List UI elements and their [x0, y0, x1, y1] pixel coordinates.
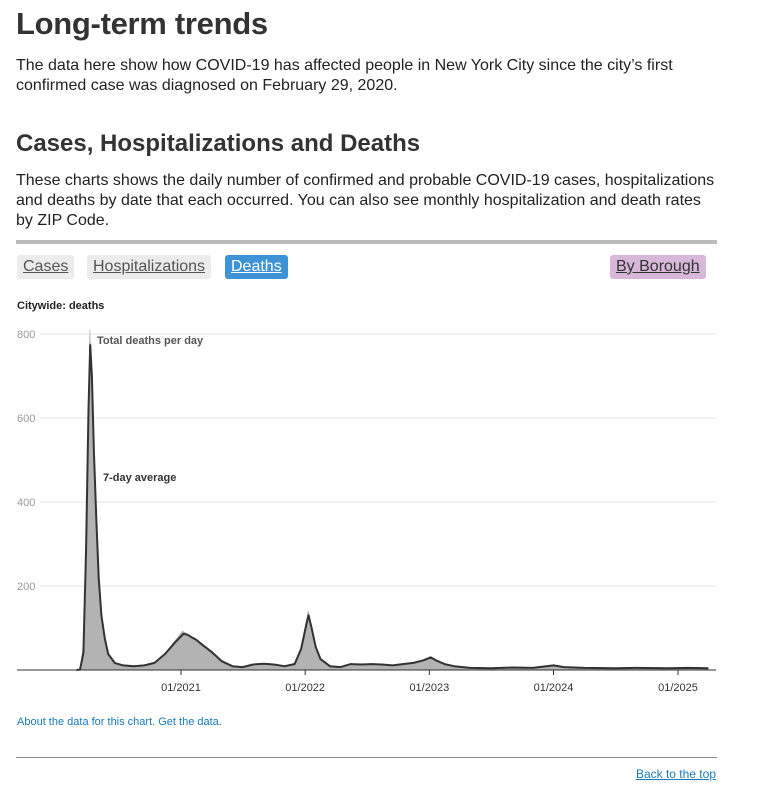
x-tick-label: 01/2023 [409, 682, 449, 694]
intro-text: The data here show how COVID-19 has affe… [16, 57, 673, 94]
section-heading: Cases, Hospitalizations and Deaths [16, 130, 421, 157]
tab-hospitalizations[interactable]: Hospitalizations [87, 255, 212, 279]
y-tick-label: 600 [17, 413, 35, 425]
y-tick-label: 200 [17, 581, 35, 593]
annotation-total-deaths: Total deaths per day [97, 335, 204, 347]
section-description: These charts shows the daily number of c… [16, 172, 715, 229]
page-title: Long-term trends [16, 6, 268, 41]
about-data-link[interactable]: About the data for this chart. Get the d… [17, 716, 222, 728]
x-tick-label: 01/2024 [534, 682, 574, 694]
y-tick-label: 400 [17, 497, 35, 509]
back-to-top-link[interactable]: Back to the top [635, 767, 716, 781]
x-tick-label: 01/2025 [658, 682, 698, 694]
annotation-7-day-average: 7-day average [103, 472, 176, 484]
by-borough-button[interactable]: By Borough [610, 255, 706, 279]
chart-top-divider [16, 240, 717, 244]
x-tick-label: 01/2022 [285, 682, 325, 694]
seven-day-average-line [76, 343, 709, 671]
tab-cases[interactable]: Cases [17, 255, 75, 279]
tab-deaths[interactable]: Deaths [225, 255, 288, 279]
x-tick-label: 01/2021 [161, 682, 201, 694]
y-tick-label: 800 [17, 329, 35, 341]
deaths-chart: 200 400 600 800 01/2021 01/2022 01/2023 01/2024… [17, 329, 716, 694]
bottom-divider [16, 757, 717, 758]
chart-title: Citywide: deaths [17, 300, 105, 312]
